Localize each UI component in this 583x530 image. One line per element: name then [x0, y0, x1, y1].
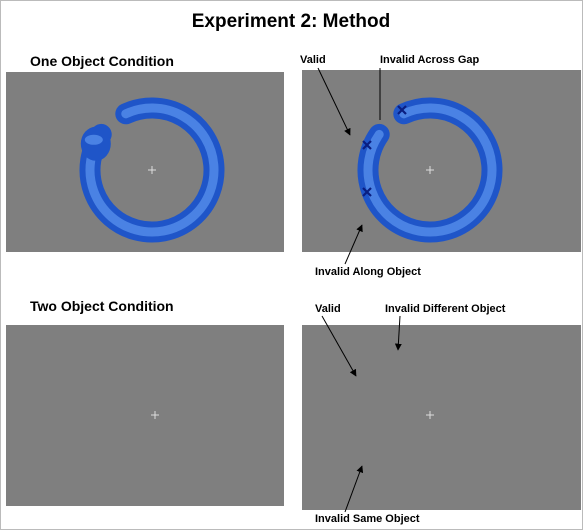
knob-highlight	[85, 135, 103, 145]
label-invalid-top: Invalid Across Gap	[380, 54, 480, 66]
label-valid: Valid	[300, 54, 326, 66]
label-invalid-top: Invalid Different Object	[385, 303, 506, 315]
figure: Experiment 2: Method One Object Conditio…	[0, 0, 583, 530]
label-invalid-bottom: Invalid Same Object	[315, 513, 420, 525]
label-valid: Valid	[315, 303, 341, 315]
title: Experiment 2: Method	[192, 11, 390, 32]
label-invalid-bottom: Invalid Along Object	[315, 266, 421, 278]
panel	[6, 325, 284, 506]
row-heading: Two Object Condition	[30, 298, 174, 314]
panel	[302, 325, 581, 510]
row-heading: One Object Condition	[30, 53, 174, 69]
